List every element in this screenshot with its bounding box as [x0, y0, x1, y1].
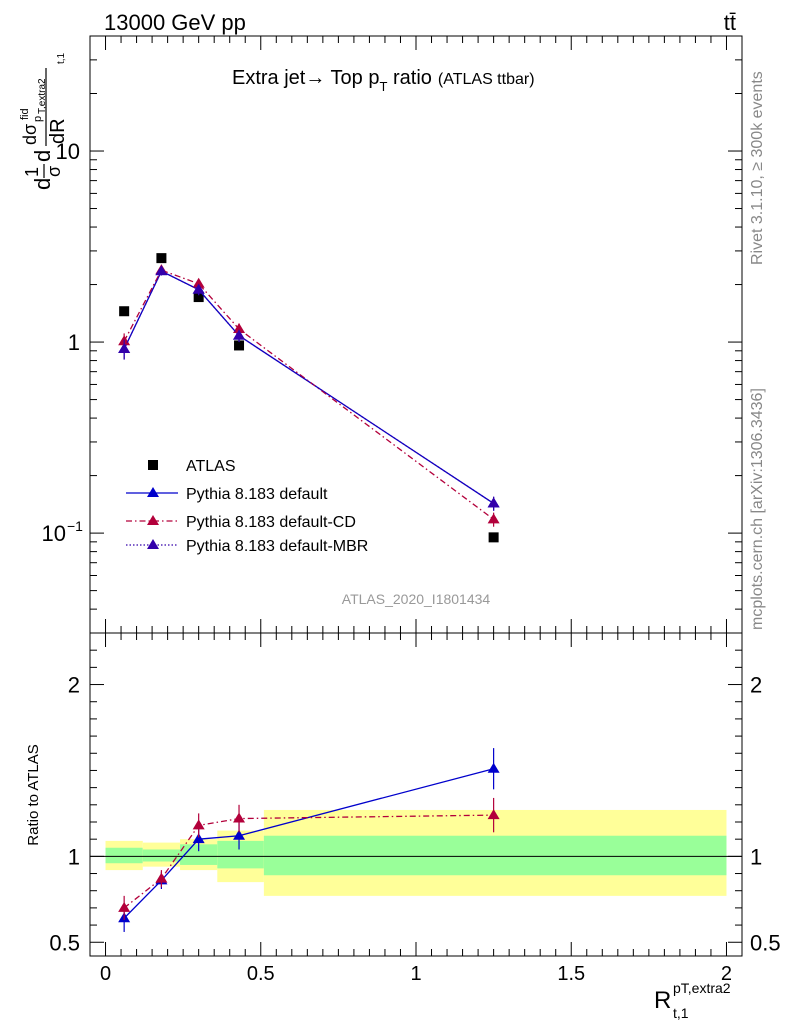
ratio-panel: 0.5 0.5 1 1 2 2 0 0.5 1 1.5 2 Ratio to ATLAS R pT… — [25, 632, 781, 1021]
ylabel-sigma: σ — [44, 166, 64, 177]
ylabel-dsigma: dσ — [20, 124, 40, 145]
legend-entry-mbr: Pythia 8.183 default-MBR — [126, 538, 368, 555]
ratio-point — [192, 819, 205, 830]
xlabel-sup: pT,extra2 — [673, 980, 731, 996]
ylabel-d1: d — [30, 178, 55, 190]
x-axis-label: R — [654, 987, 671, 1014]
legend-marker-atlas — [148, 460, 158, 470]
main-series — [118, 253, 500, 543]
series-point — [487, 497, 500, 508]
series-point — [233, 323, 246, 334]
legend-label-atlas: ATLAS — [186, 458, 236, 475]
ylabel-one: 1 — [22, 167, 42, 177]
atlas-data-point — [119, 306, 130, 317]
ratio-frame — [89, 632, 743, 957]
ratio-band-inner — [142, 849, 181, 862]
atlas-data-point — [156, 253, 167, 264]
atlas-data-point — [234, 340, 245, 351]
series-point — [233, 329, 246, 340]
ratio-band-inner — [105, 847, 143, 864]
ratio-y-tick-label: 1 — [68, 844, 80, 869]
legend-label-default: Pythia 8.183 default — [186, 486, 328, 503]
chart-title: Extra jet→ Top pT ratio (ATLAS ttbar) — [232, 67, 535, 94]
ratio-band-inner — [263, 835, 727, 876]
analysis-watermark: ATLAS_2020_I1801434 — [342, 591, 491, 607]
process-label: tt̄ — [724, 10, 736, 35]
main-y-tick-label-exponent: −1 — [67, 518, 83, 534]
ylabel-fid: fid — [19, 108, 31, 120]
title-tag: (ATLAS ttbar) — [438, 71, 535, 88]
series-point — [118, 342, 131, 353]
ratio-y-tick-label-right: 2 — [750, 673, 762, 698]
title-text: Top p — [325, 67, 379, 89]
title-main: Extra jet — [232, 67, 306, 89]
ratio-point — [192, 833, 205, 844]
x-tick-label: 1 — [410, 963, 421, 985]
ylabel-t1: t,1 — [56, 52, 67, 64]
series-point — [155, 265, 168, 276]
reference-note: mcplots.cern.ch [arXiv:1306.3436] — [749, 388, 766, 630]
atlas-data-point — [488, 532, 499, 543]
ratio-y-label: Ratio to ATLAS — [25, 744, 42, 845]
series-line — [123, 270, 494, 504]
legend-label-cd: Pythia 8.183 default-CD — [186, 514, 356, 531]
legend-marker-mbr — [147, 539, 159, 549]
xlabel-sub: t,1 — [673, 1005, 689, 1021]
x-tick-label: 0 — [100, 963, 111, 985]
ratio-point — [233, 829, 246, 840]
energy-label: 13000 GeV pp — [104, 10, 246, 35]
series-line — [123, 269, 495, 520]
title-rest: ratio — [387, 67, 431, 89]
ratio-point — [233, 812, 246, 823]
ratio-y-tick-label-right: 1 — [750, 844, 762, 869]
x-tick-label: 0.5 — [247, 963, 275, 985]
x-tick-label: 2 — [721, 963, 732, 985]
ratio-point — [487, 809, 500, 820]
ratio-y-ticks: 0.5 0.5 1 1 2 2 — [49, 649, 781, 955]
xlabel-main: R — [654, 987, 671, 1014]
legend-entry-default: Pythia 8.183 default — [126, 486, 328, 503]
series-point — [192, 277, 205, 288]
main-y-label: d 1 σ d dσ fid p T,extra2 dR t,1 — [19, 52, 69, 190]
title-sub: T — [379, 79, 387, 94]
ratio-point — [487, 762, 500, 773]
x-tick-label: 1.5 — [557, 963, 585, 985]
main-y-tick-label: 1 — [68, 330, 80, 355]
ratio-y-tick-label: 2 — [68, 673, 80, 698]
series-point — [192, 283, 205, 294]
series-point — [487, 513, 500, 524]
atlas-data-point — [193, 292, 204, 303]
legend-marker-default — [147, 487, 159, 497]
legend: ATLAS Pythia 8.183 default Pythia 8.183 … — [126, 458, 368, 555]
ratio-point — [155, 872, 168, 883]
ratio-y-tick-label: 0.5 — [49, 930, 80, 955]
ylabel-dR: dR — [47, 118, 69, 144]
legend-marker-cd — [147, 515, 159, 525]
main-y-tick-label: 10 — [56, 139, 80, 164]
ratio-y-tick-label-right: 0.5 — [750, 930, 781, 955]
legend-label-mbr: Pythia 8.183 default-MBR — [186, 538, 368, 555]
ylabel-p: p — [32, 116, 44, 122]
legend-entry-atlas: ATLAS — [148, 458, 236, 475]
ratio-bands — [105, 809, 727, 896]
ylabel-d2: d — [30, 150, 55, 162]
ratio-series — [118, 748, 500, 932]
legend-entry-cd: Pythia 8.183 default-CD — [126, 514, 356, 531]
ylabel-ptsub: T,extra2 — [37, 78, 48, 114]
series-line — [123, 270, 494, 504]
title-arrow: → — [305, 67, 325, 89]
ratio-band-inner — [217, 840, 264, 869]
main-x-ticks — [89, 36, 727, 633]
ratio-point — [118, 901, 131, 912]
ratio-x-ticks: 0 0.5 1 1.5 2 — [89, 633, 732, 985]
rivet-note: Rivet 3.1.10, ≥ 300k events — [749, 71, 766, 265]
main-y-tick-label: 10 — [42, 521, 66, 546]
